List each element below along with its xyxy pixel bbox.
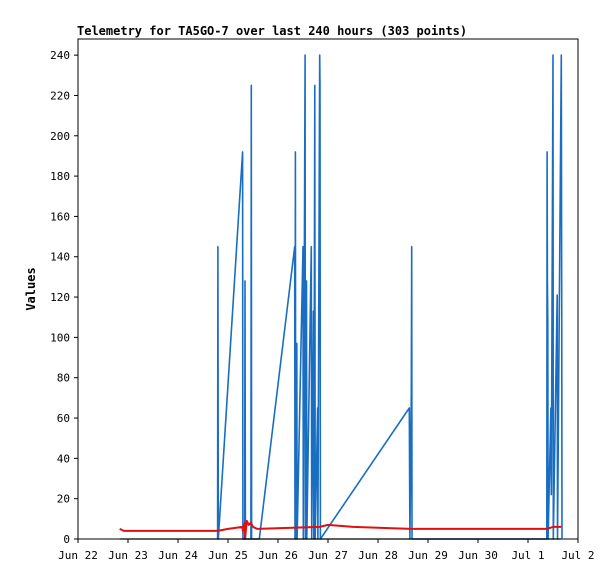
- chart-title: Telemetry for TA5GO-7 over last 240 hour…: [77, 24, 467, 38]
- x-tick-label: Jun 30: [458, 549, 498, 562]
- x-tick-label: Jul 2: [561, 549, 594, 562]
- x-tick-label: Jul 1: [511, 549, 544, 562]
- series-layer: [119, 54, 563, 540]
- y-tick-label: 240: [50, 49, 70, 62]
- x-tick-label: Jun 22: [58, 549, 98, 562]
- y-tick-label: 140: [50, 251, 70, 264]
- y-tick-label: 160: [50, 210, 70, 223]
- series-line-2: [119, 519, 562, 540]
- x-tick-label: Jun 24: [158, 549, 198, 562]
- y-tick-label: 220: [50, 89, 70, 102]
- y-tick-label: 20: [57, 493, 70, 506]
- y-tick-label: 120: [50, 291, 70, 304]
- y-axis-ticks: 0 20 40 60 80 100 120 140 160 180 200 220 240: [50, 49, 78, 546]
- y-tick-label: 200: [50, 130, 70, 143]
- y-tick-label: 40: [57, 452, 70, 465]
- plot-area: Jun 22 Jun 23 Jun 24 Jun 25 Jun 26 Jun 27 Jun …: [50, 38, 595, 562]
- x-tick-label: Jun 29: [408, 549, 448, 562]
- x-axis-ticks: Jun 22 Jun 23 Jun 24 Jun 25 Jun 26 Jun 27 Jun …: [58, 539, 595, 562]
- x-tick-label: Jun 27: [308, 549, 348, 562]
- plot-frame: [77, 38, 579, 540]
- x-tick-label: Jun 23: [108, 549, 148, 562]
- y-tick-label: 0: [63, 533, 70, 546]
- y-tick-label: 180: [50, 170, 70, 183]
- y-tick-label: 80: [57, 372, 70, 385]
- y-tick-label: 100: [50, 331, 70, 344]
- x-tick-label: Jun 28: [358, 549, 398, 562]
- x-tick-label: Jun 25: [208, 549, 248, 562]
- y-tick-label: 60: [57, 412, 70, 425]
- x-tick-label: Jun 26: [258, 549, 298, 562]
- series-line-1: [216, 54, 563, 540]
- y-axis-label: Values: [24, 267, 38, 310]
